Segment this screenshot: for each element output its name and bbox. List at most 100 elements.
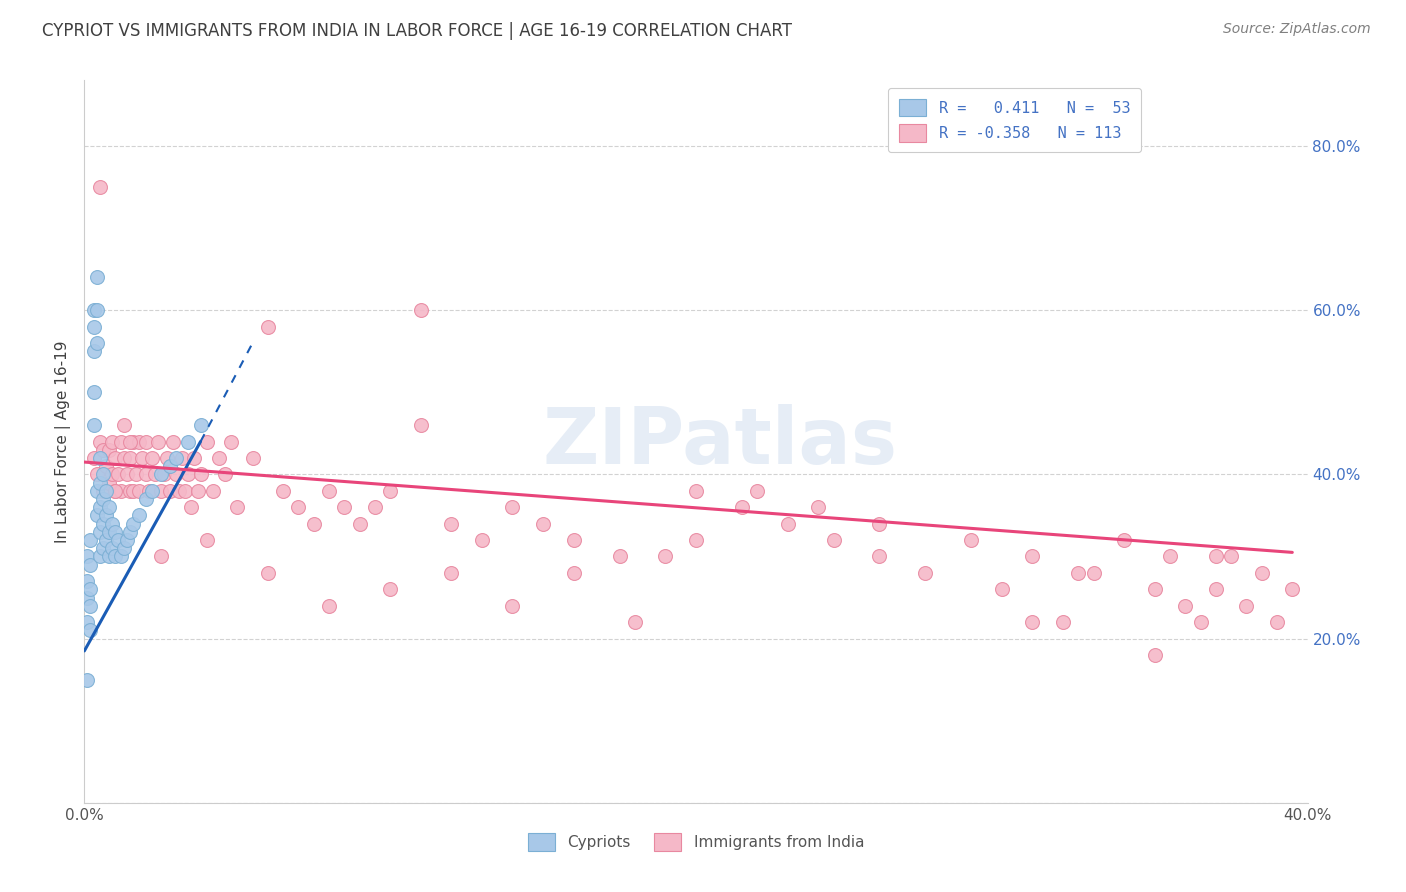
- Point: [257, 566, 280, 580]
- Point: [333, 500, 356, 515]
- Point: [125, 467, 148, 482]
- Point: [1143, 648, 1166, 662]
- Point: [110, 434, 132, 449]
- Point: [172, 450, 194, 465]
- Point: [823, 533, 845, 547]
- Point: [1114, 533, 1136, 547]
- Point: [76, 615, 98, 630]
- Point: [83, 450, 105, 465]
- Point: [94, 508, 117, 523]
- Point: [183, 450, 205, 465]
- Point: [76, 673, 98, 687]
- Point: [807, 500, 830, 515]
- Point: [1159, 549, 1181, 564]
- Point: [120, 450, 142, 465]
- Text: Source: ZipAtlas.com: Source: ZipAtlas.com: [1223, 22, 1371, 37]
- Point: [97, 442, 120, 457]
- Point: [219, 434, 242, 449]
- Point: [208, 450, 231, 465]
- Point: [747, 483, 769, 498]
- Point: [409, 418, 432, 433]
- Point: [89, 524, 111, 539]
- Point: [101, 434, 124, 449]
- Point: [89, 500, 111, 515]
- Point: [1083, 566, 1105, 580]
- Point: [1143, 582, 1166, 597]
- Point: [302, 516, 325, 531]
- Point: [156, 450, 179, 465]
- Point: [380, 483, 402, 498]
- Point: [186, 483, 208, 498]
- Point: [94, 459, 117, 474]
- Point: [115, 533, 138, 547]
- Point: [86, 303, 108, 318]
- Point: [1265, 615, 1288, 630]
- Point: [79, 624, 101, 638]
- Point: [1205, 582, 1227, 597]
- Point: [79, 582, 101, 597]
- Point: [471, 533, 494, 547]
- Point: [440, 516, 463, 531]
- Point: [1205, 549, 1227, 564]
- Point: [97, 475, 120, 490]
- Point: [960, 533, 983, 547]
- Point: [214, 467, 236, 482]
- Point: [180, 500, 202, 515]
- Point: [502, 599, 524, 613]
- Text: CYPRIOT VS IMMIGRANTS FROM INDIA IN LABOR FORCE | AGE 16-19 CORRELATION CHART: CYPRIOT VS IMMIGRANTS FROM INDIA IN LABO…: [42, 22, 792, 40]
- Point: [502, 500, 524, 515]
- Point: [120, 524, 142, 539]
- Point: [364, 500, 387, 515]
- Point: [201, 483, 224, 498]
- Point: [624, 615, 647, 630]
- Point: [128, 508, 150, 523]
- Point: [112, 541, 135, 556]
- Y-axis label: In Labor Force | Age 16-19: In Labor Force | Age 16-19: [55, 340, 72, 543]
- Point: [79, 558, 101, 572]
- Point: [128, 483, 150, 498]
- Point: [141, 450, 163, 465]
- Point: [162, 434, 184, 449]
- Point: [1174, 599, 1197, 613]
- Point: [91, 491, 114, 506]
- Point: [76, 549, 98, 564]
- Point: [195, 533, 218, 547]
- Point: [86, 336, 108, 351]
- Point: [869, 549, 891, 564]
- Point: [104, 524, 127, 539]
- Point: [1281, 582, 1303, 597]
- Point: [138, 483, 160, 498]
- Point: [89, 180, 111, 194]
- Point: [242, 450, 264, 465]
- Point: [195, 434, 218, 449]
- Point: [1220, 549, 1243, 564]
- Point: [89, 450, 111, 465]
- Point: [97, 500, 120, 515]
- Point: [1236, 599, 1258, 613]
- Point: [101, 516, 124, 531]
- Point: [562, 533, 585, 547]
- Point: [149, 549, 172, 564]
- Point: [89, 434, 111, 449]
- Point: [76, 591, 98, 605]
- Point: [83, 385, 105, 400]
- Point: [97, 524, 120, 539]
- Point: [149, 483, 172, 498]
- Legend: Cypriots, Immigrants from India: Cypriots, Immigrants from India: [519, 824, 873, 860]
- Point: [135, 467, 157, 482]
- Point: [1189, 615, 1212, 630]
- Point: [165, 450, 187, 465]
- Text: ZIPatlas: ZIPatlas: [543, 403, 898, 480]
- Point: [107, 467, 129, 482]
- Point: [380, 582, 402, 597]
- Point: [287, 500, 309, 515]
- Point: [128, 434, 150, 449]
- Point: [104, 549, 127, 564]
- Point: [112, 450, 135, 465]
- Point: [1067, 566, 1090, 580]
- Point: [76, 574, 98, 588]
- Point: [349, 516, 371, 531]
- Point: [94, 533, 117, 547]
- Point: [991, 582, 1014, 597]
- Point: [135, 491, 157, 506]
